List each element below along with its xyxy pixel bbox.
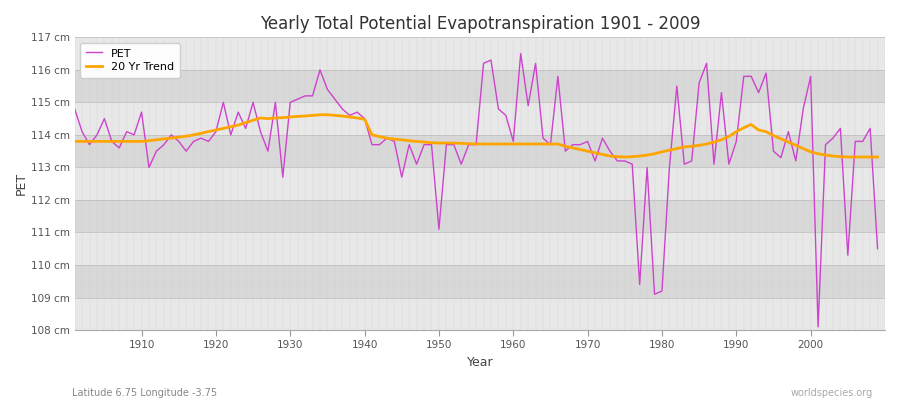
Text: worldspecies.org: worldspecies.org — [791, 388, 873, 398]
Line: 20 Yr Trend: 20 Yr Trend — [75, 115, 878, 157]
Bar — [75, 265, 885, 298]
20 Yr Trend — [315, 112, 326, 117]
X-axis label: Year: Year — [466, 356, 493, 369]
Text: Latitude 6.75 Longitude -3.75: Latitude 6.75 Longitude -3.75 — [72, 388, 217, 398]
Bar — [75, 135, 885, 168]
PET — [292, 97, 303, 102]
Bar — [75, 70, 885, 102]
PET — [872, 246, 883, 251]
20 Yr Trend — [129, 139, 140, 144]
20 Yr Trend — [69, 139, 80, 144]
20 Yr Trend — [508, 142, 518, 146]
Bar — [75, 102, 885, 135]
PET — [508, 139, 518, 144]
20 Yr Trend — [345, 115, 356, 120]
20 Yr Trend — [605, 154, 616, 158]
Bar — [75, 200, 885, 232]
Y-axis label: PET: PET — [15, 172, 28, 195]
PET — [129, 132, 140, 137]
20 Yr Trend — [619, 155, 630, 160]
Legend: PET, 20 Yr Trend: PET, 20 Yr Trend — [80, 43, 180, 78]
20 Yr Trend — [292, 114, 303, 119]
Bar — [75, 298, 885, 330]
PET — [500, 113, 511, 118]
Line: PET: PET — [75, 54, 878, 327]
Bar — [75, 37, 885, 70]
PET — [605, 149, 616, 154]
PET — [813, 324, 824, 329]
PET — [337, 106, 347, 111]
PET — [69, 106, 80, 111]
Bar — [75, 168, 885, 200]
20 Yr Trend — [516, 142, 526, 146]
Title: Yearly Total Potential Evapotranspiration 1901 - 2009: Yearly Total Potential Evapotranspiratio… — [259, 15, 700, 33]
PET — [516, 51, 526, 56]
Bar — [75, 232, 885, 265]
20 Yr Trend — [872, 155, 883, 160]
